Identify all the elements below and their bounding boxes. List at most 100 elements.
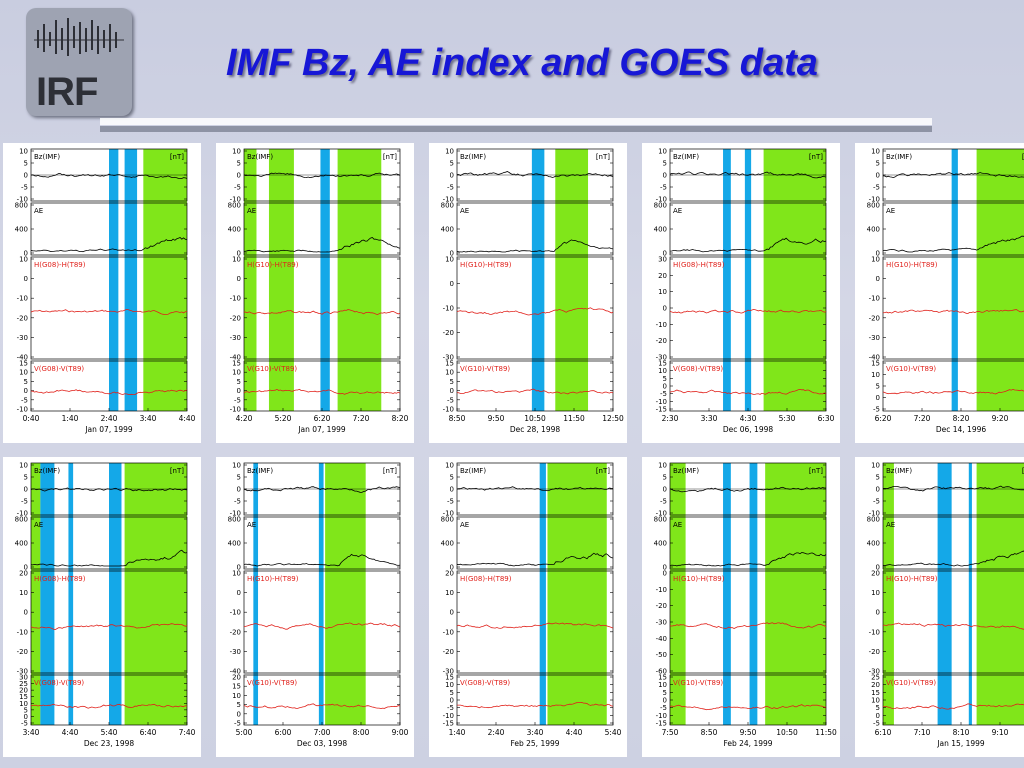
x-tick-label: 8:00 — [353, 728, 370, 737]
blue-interval — [531, 149, 545, 411]
y-tick-label: 0 — [876, 609, 880, 617]
y-tick-label: 0 — [876, 250, 880, 258]
track-trace — [669, 552, 827, 567]
y-tick-label: 10 — [19, 256, 28, 264]
y-tick-label: -30 — [869, 668, 880, 676]
y-tick-label: 400 — [441, 540, 454, 548]
y-tick-label: 800 — [228, 202, 241, 210]
x-tick-label: 4:40 — [179, 414, 196, 423]
track-unit: [nT] — [170, 467, 184, 475]
y-tick-label: -15 — [656, 406, 667, 414]
x-tick-label: 2:30 — [662, 414, 679, 423]
track-label: Bz(IMF) — [673, 153, 699, 161]
green-interval — [883, 463, 894, 725]
y-tick-label: -50 — [656, 651, 667, 659]
x-tick-label: 10:50 — [524, 414, 546, 423]
track-label: AE — [34, 521, 43, 529]
blue-interval — [723, 463, 731, 725]
y-tick-label: 10 — [871, 589, 880, 597]
track-trace — [669, 622, 827, 630]
track-trace — [456, 552, 614, 567]
x-tick-label: 8:20 — [953, 414, 970, 423]
y-tick-label: -5 — [660, 184, 667, 192]
x-tick-label: 11:50 — [815, 728, 837, 737]
y-tick-label: -30 — [230, 648, 241, 656]
x-axis-date: Dec 23, 1998 — [84, 739, 135, 748]
y-tick-label: -5 — [21, 396, 28, 404]
y-tick-label: -20 — [230, 628, 241, 636]
y-tick-label: -20 — [656, 602, 667, 610]
y-tick-label: -30 — [230, 334, 241, 342]
y-tick-label: 5 — [450, 378, 454, 386]
y-tick-label: 5 — [663, 689, 667, 697]
y-tick-label: -5 — [447, 184, 454, 192]
track-trace — [882, 388, 1024, 395]
logo-waveform-icon — [34, 18, 124, 56]
y-tick-label: -5 — [660, 704, 667, 712]
track-frame — [30, 570, 188, 674]
y-tick-label: 800 — [867, 202, 880, 210]
x-tick-label: 8:50 — [449, 414, 466, 423]
x-tick-label: 7:50 — [662, 728, 679, 737]
x-tick-label: 1:40 — [62, 414, 79, 423]
track-label: Bz(IMF) — [886, 153, 912, 161]
track-label: H(G10)-H(T89) — [460, 261, 512, 269]
x-tick-label: 3:40 — [23, 728, 40, 737]
track-trace — [456, 239, 614, 253]
track-frame — [882, 570, 1024, 674]
y-tick-label: -5 — [234, 720, 241, 728]
track-unit: [nT] — [1022, 153, 1024, 161]
y-tick-label: 15 — [19, 693, 28, 701]
y-tick-label: 20 — [871, 681, 880, 689]
y-tick-label: 800 — [15, 202, 28, 210]
y-tick-label: 20 — [871, 570, 880, 578]
x-axis-date: Dec 06, 1998 — [723, 425, 774, 434]
blue-interval — [539, 463, 546, 725]
y-tick-label: 5 — [450, 689, 454, 697]
y-tick-label: -10 — [869, 628, 880, 636]
track-unit: [nT] — [809, 153, 823, 161]
y-tick-label: -10 — [443, 712, 454, 720]
track-label: Bz(IMF) — [673, 467, 699, 475]
track-trace — [456, 307, 614, 316]
y-tick-label: -5 — [234, 498, 241, 506]
x-tick-label: 5:40 — [605, 728, 622, 737]
track-trace — [243, 388, 401, 395]
y-tick-label: 400 — [15, 540, 28, 548]
y-tick-label: 5 — [876, 160, 880, 168]
y-tick-label: 0 — [450, 250, 454, 258]
green-interval — [670, 463, 686, 725]
track-trace — [669, 171, 827, 179]
track-trace — [243, 703, 401, 710]
y-tick-label: -20 — [230, 314, 241, 322]
y-tick-label: 0 — [450, 280, 454, 288]
track-label: V(G08)-V(T89) — [673, 365, 723, 373]
y-tick-label: 5 — [24, 474, 28, 482]
x-tick-label: 7:20 — [353, 414, 370, 423]
y-tick-label: 0 — [24, 275, 28, 283]
track-trace — [457, 701, 614, 709]
y-tick-label: 10 — [19, 700, 28, 708]
track-label: Bz(IMF) — [247, 153, 273, 161]
track-trace — [882, 550, 1024, 567]
y-tick-label: 20 — [232, 674, 241, 682]
track-trace — [669, 388, 827, 395]
y-tick-label: 800 — [441, 202, 454, 210]
y-tick-label: 400 — [228, 226, 241, 234]
y-tick-label: 15 — [19, 360, 28, 368]
y-tick-label: 10 — [19, 462, 28, 470]
y-tick-label: -10 — [17, 406, 28, 414]
y-tick-label: -10 — [443, 406, 454, 414]
y-tick-label: 5 — [237, 474, 241, 482]
track-frame — [243, 256, 401, 360]
y-tick-label: 5 — [237, 378, 241, 386]
y-tick-label: -5 — [447, 704, 454, 712]
y-tick-label: -5 — [447, 498, 454, 506]
y-tick-label: 0 — [876, 712, 880, 720]
y-tick-label: -10 — [230, 609, 241, 617]
y-tick-label: -20 — [17, 314, 28, 322]
y-tick-label: 10 — [445, 148, 454, 156]
y-tick-label: -10 — [656, 510, 667, 518]
